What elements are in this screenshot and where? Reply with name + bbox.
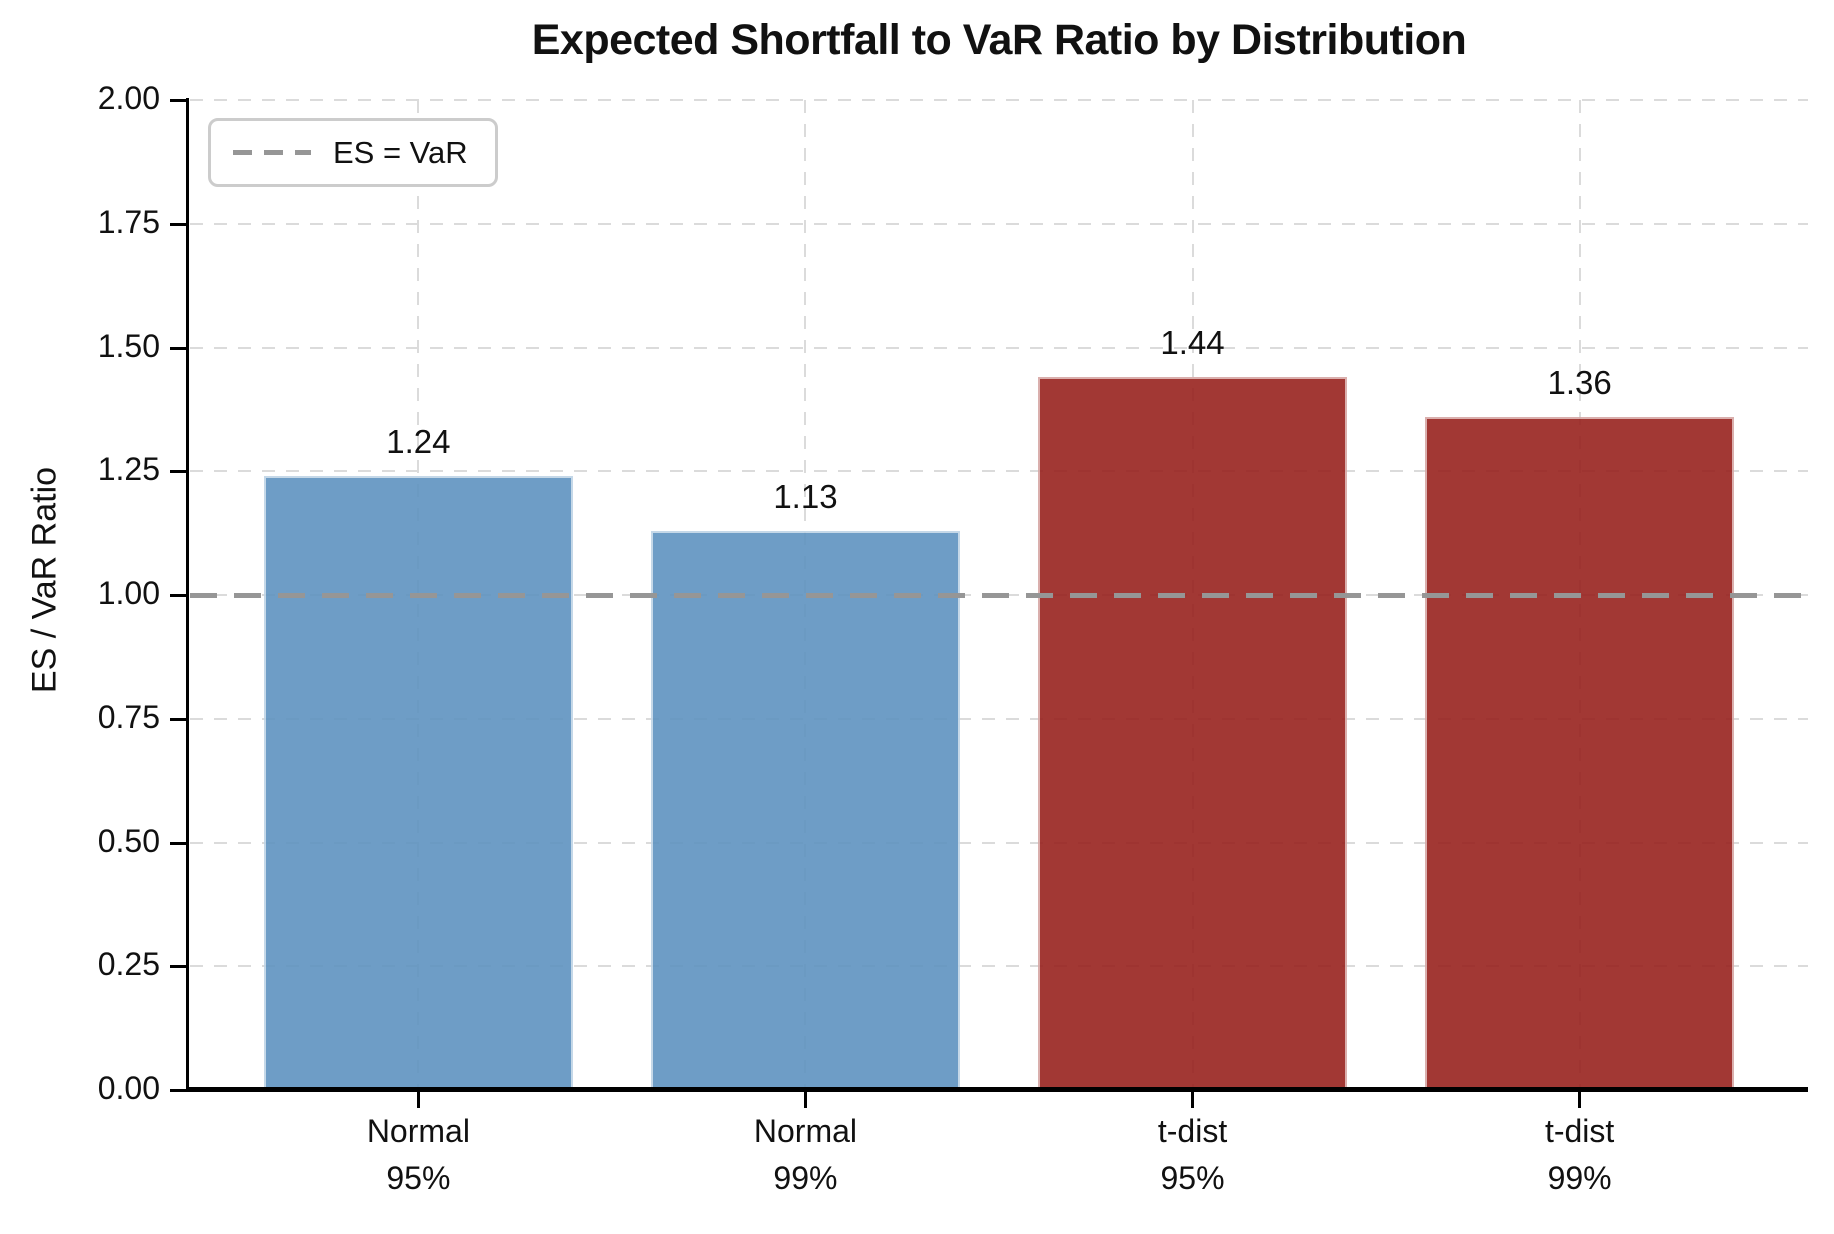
y-tick <box>170 841 186 845</box>
x-tick-label: Normal 95% <box>268 1108 568 1202</box>
reference-line <box>190 593 1808 598</box>
bar-value-label: 1.36 <box>1547 363 1612 401</box>
x-tick-label-line: Normal <box>753 1113 858 1149</box>
y-tick <box>170 594 186 597</box>
bar <box>1424 416 1735 1090</box>
y-tick-label: 0.50 <box>97 822 160 859</box>
bar-value-label: 1.24 <box>386 423 451 461</box>
x-tick <box>803 1092 807 1108</box>
bar-value-label: 1.13 <box>773 477 838 515</box>
x-tick <box>1191 1092 1195 1108</box>
x-tick <box>416 1092 420 1108</box>
bar-value-label: 1.44 <box>1160 324 1225 362</box>
y-tick <box>170 470 186 474</box>
h-gridline <box>190 99 1808 101</box>
x-tick-label-line: Normal <box>366 1113 470 1149</box>
y-tick <box>170 99 186 102</box>
bar <box>263 476 574 1090</box>
x-tick-label-line: 99% <box>1547 1160 1612 1196</box>
h-gridline <box>190 346 1808 349</box>
y-tick-label: 1.25 <box>97 451 160 488</box>
y-tick <box>170 222 186 226</box>
y-axis-spine <box>186 98 189 1092</box>
h-gridline <box>190 717 1808 720</box>
x-tick-label-line: 95% <box>386 1160 451 1196</box>
chart-title: Expected Shortfall to VaR Ratio by Distr… <box>531 16 1467 64</box>
y-tick-label: 2.00 <box>97 80 160 116</box>
x-axis-spine <box>186 1087 1808 1092</box>
bar <box>650 530 961 1090</box>
y-tick <box>170 717 186 721</box>
x-tick-label-line: 99% <box>773 1160 838 1196</box>
legend-box: ES = VaR <box>208 118 498 187</box>
x-tick <box>1578 1092 1582 1108</box>
legend-label: ES = VaR <box>333 134 468 170</box>
x-tick-label-line: 95% <box>1160 1160 1225 1196</box>
legend-dashed-line-icon <box>233 150 311 155</box>
x-tick-label-line: t-dist <box>1544 1113 1615 1149</box>
x-tick-label-line: t-dist <box>1157 1113 1228 1149</box>
y-tick-label: 0.75 <box>97 698 160 735</box>
h-gridline <box>190 222 1808 225</box>
y-tick-label: 1.75 <box>97 203 160 240</box>
y-tick-label: 0.00 <box>97 1070 160 1106</box>
h-gridline <box>190 965 1808 968</box>
y-tick-label: 0.25 <box>97 946 160 983</box>
y-tick-label: 1.50 <box>97 327 160 364</box>
y-tick-label: 1.00 <box>97 575 160 611</box>
h-gridline <box>190 841 1808 844</box>
bar <box>1037 377 1348 1090</box>
h-gridline <box>190 470 1808 473</box>
y-tick <box>170 965 186 969</box>
x-tick-label: Normal 99% <box>655 1108 955 1202</box>
y-tick <box>170 1089 186 1092</box>
x-tick-label: t-dist 95% <box>1043 1108 1343 1202</box>
x-tick-label: t-dist 99% <box>1430 1108 1730 1202</box>
y-tick <box>170 346 186 350</box>
